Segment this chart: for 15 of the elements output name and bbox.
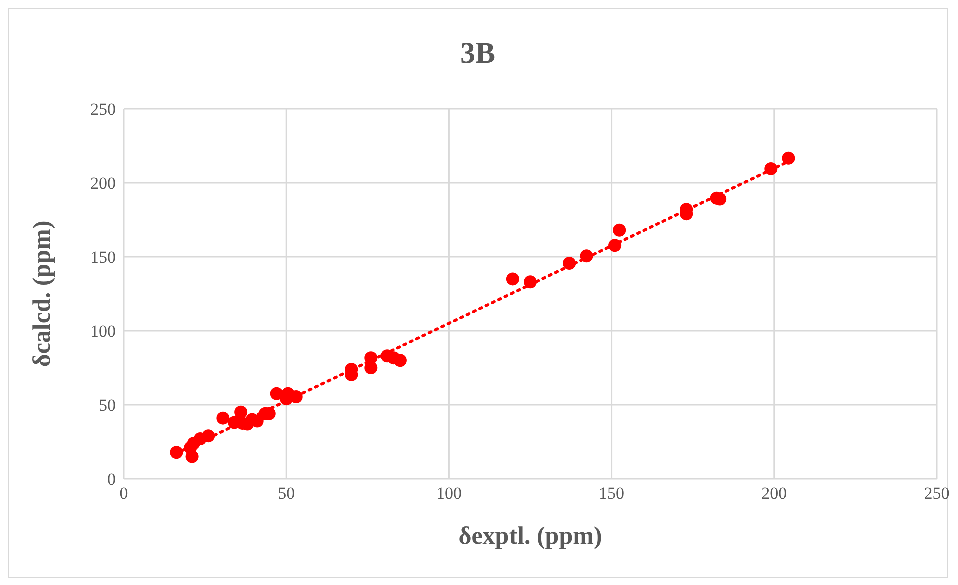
y-tick-label: 100 (90, 322, 116, 342)
chart-title: 3B (459, 37, 496, 71)
y-axis-title: δcalcd. (ppm) (28, 220, 56, 368)
x-tick-label: 200 (762, 484, 788, 504)
x-axis-title: δexptl. (ppm) (458, 523, 602, 550)
x-tick-label: 0 (120, 484, 128, 504)
y-tick-label: 150 (90, 248, 116, 268)
x-tick-label: 100 (436, 484, 462, 504)
x-tick-label: 50 (278, 484, 296, 504)
x-tick-label: 150 (599, 484, 625, 504)
y-tick-label: 50 (99, 396, 116, 416)
y-tick-label: 200 (90, 174, 116, 194)
y-tick-label: 250 (90, 100, 116, 120)
x-tick-label: 250 (924, 484, 950, 504)
y-tick-label: 0 (108, 470, 116, 490)
